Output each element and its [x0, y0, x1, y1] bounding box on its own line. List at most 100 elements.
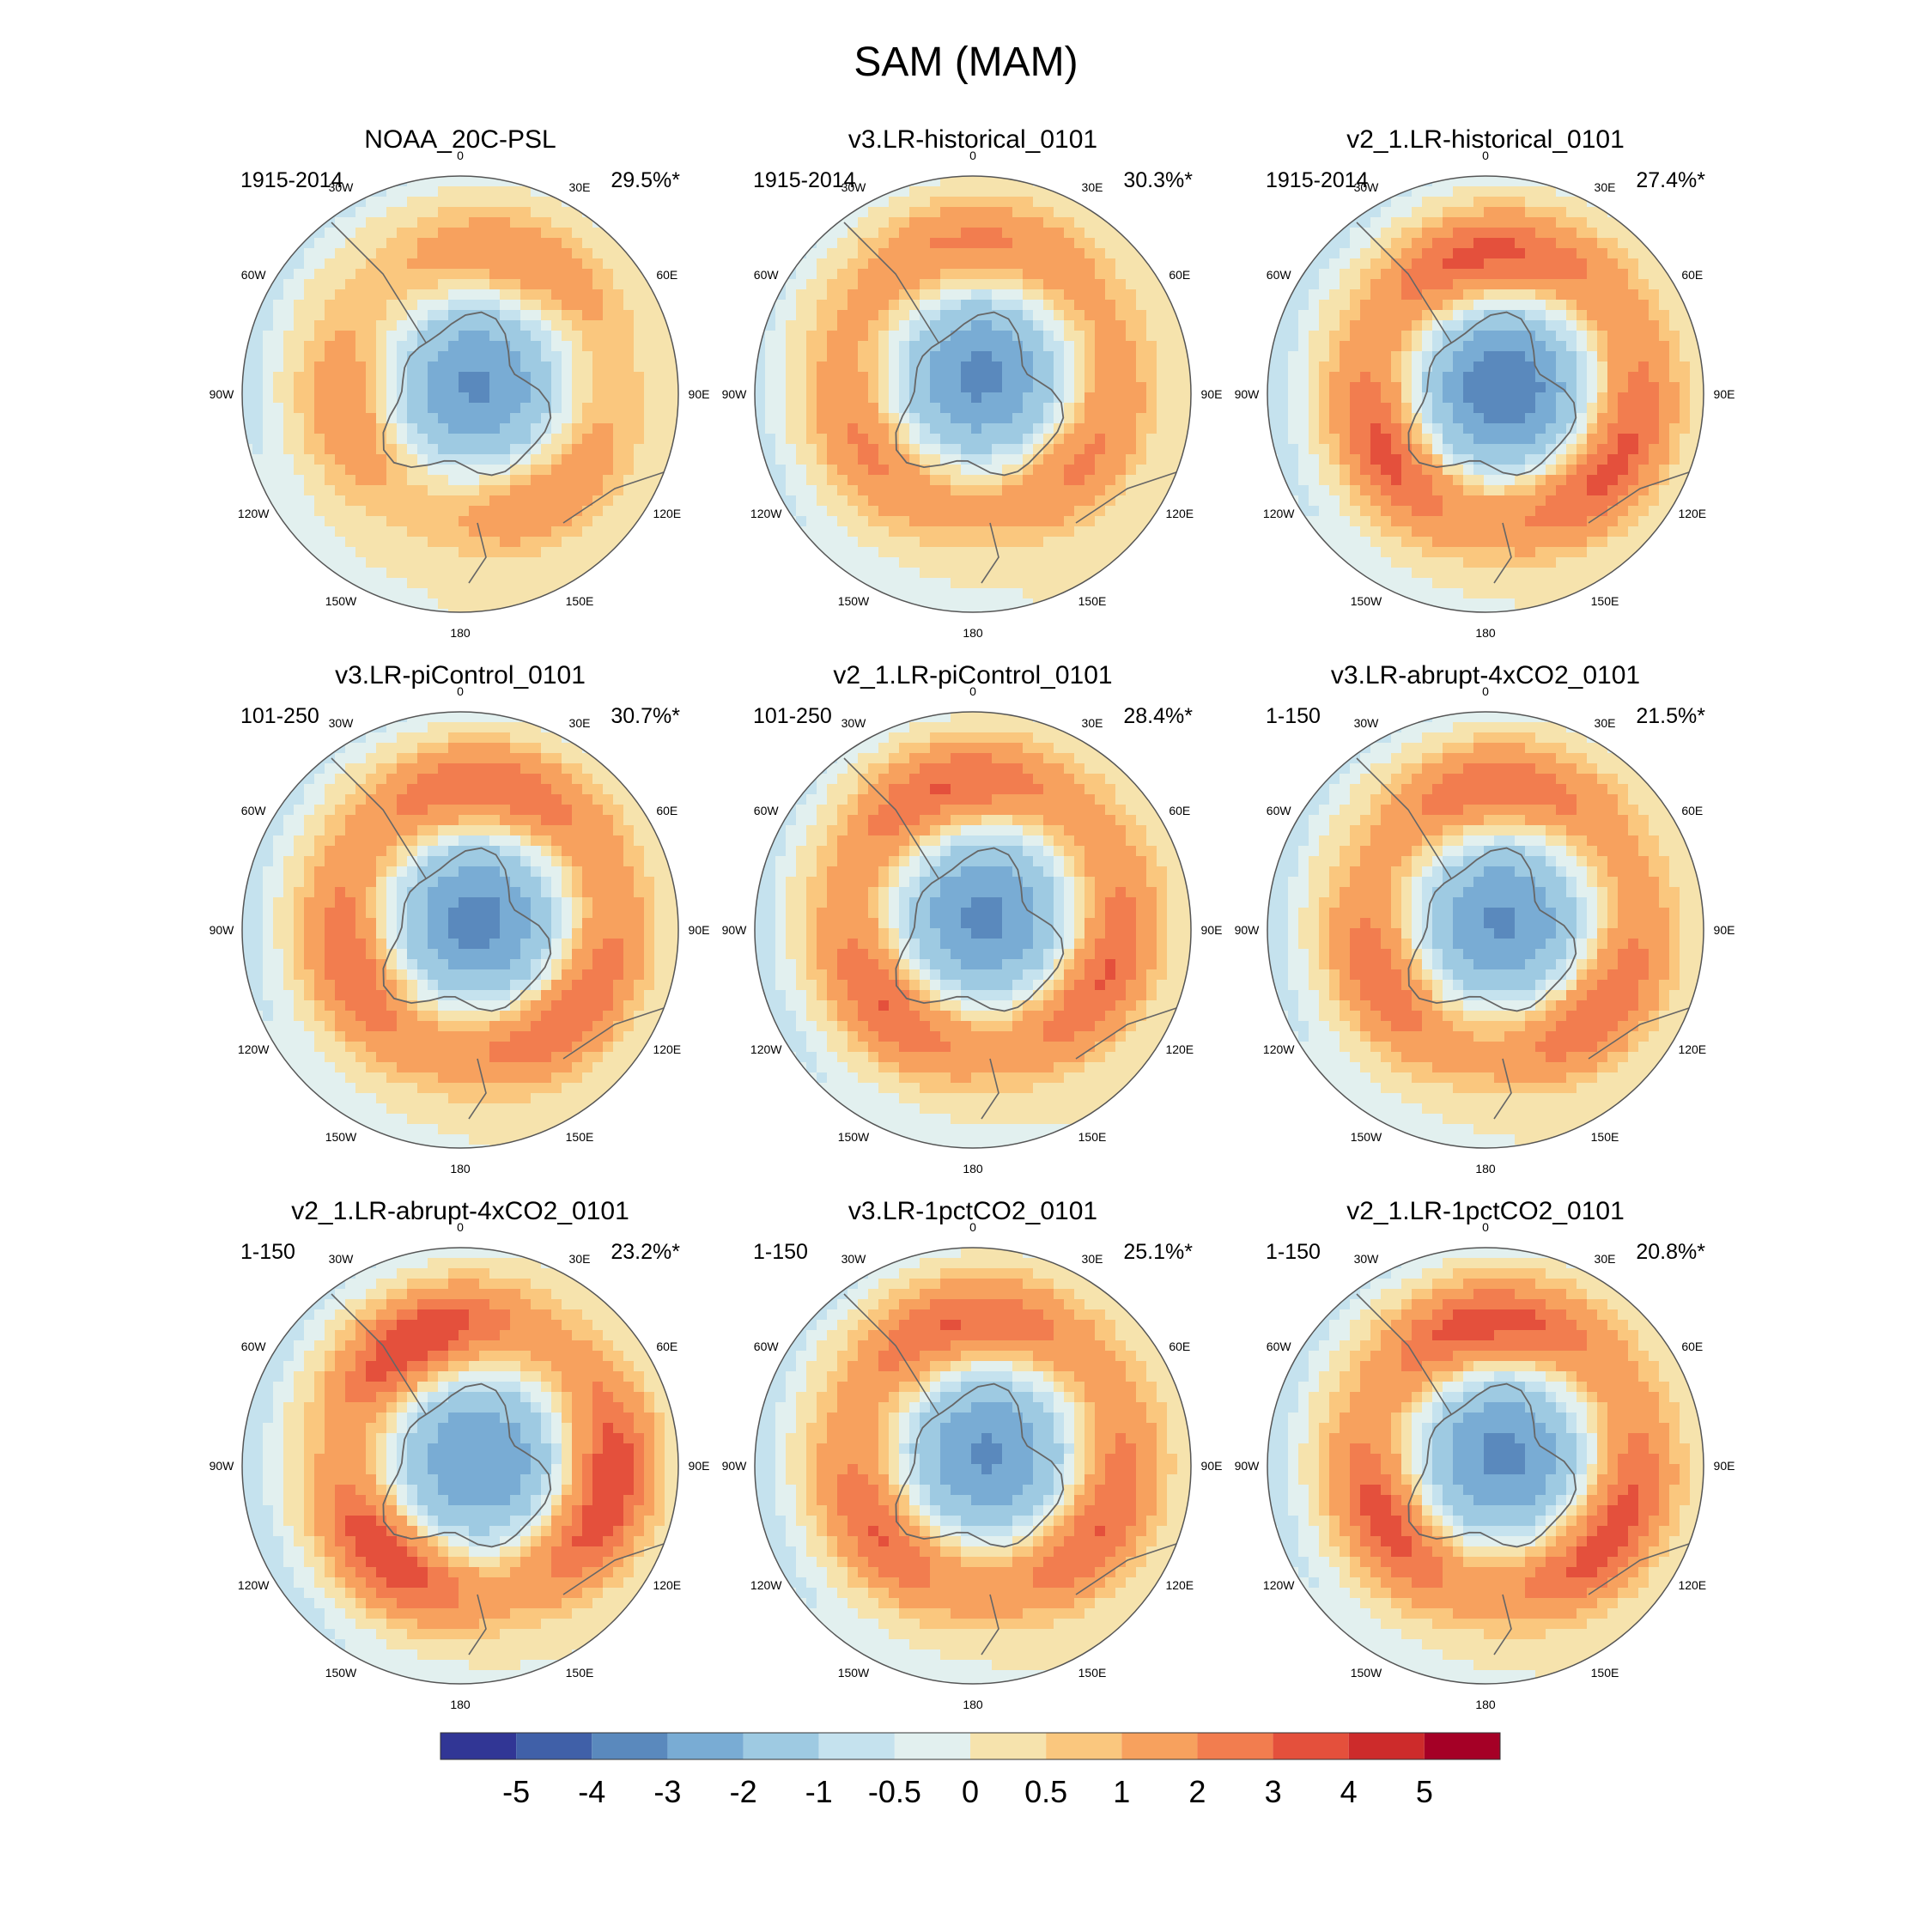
contour-cell	[613, 516, 624, 527]
contour-cell	[448, 743, 459, 754]
contour-cell	[1309, 475, 1320, 486]
contour-cell	[1298, 413, 1309, 424]
contour-cell	[500, 300, 511, 311]
contour-cell	[479, 186, 490, 197]
contour-cell	[1669, 300, 1680, 311]
contour-cell	[448, 186, 459, 197]
contour-cell	[1535, 465, 1546, 476]
contour-cell	[1360, 289, 1371, 301]
contour-cell	[1463, 310, 1474, 321]
contour-cell	[1525, 372, 1536, 383]
contour-cell	[654, 454, 665, 465]
contour-cell	[1095, 279, 1106, 290]
contour-cell	[1556, 537, 1567, 548]
contour-cell	[520, 753, 532, 764]
contour-cell	[1381, 361, 1392, 373]
contour-cell	[376, 763, 387, 775]
contour-cell	[1556, 300, 1567, 311]
contour-cell	[592, 382, 604, 393]
contour-cell	[294, 248, 305, 259]
contour-cell	[252, 331, 264, 342]
contour-cell	[1690, 351, 1701, 362]
contour-cell	[1267, 361, 1279, 373]
contour-cell	[868, 228, 879, 239]
contour-cell	[971, 588, 982, 599]
contour-cell	[1659, 403, 1670, 414]
contour-cell	[951, 310, 962, 321]
contour-cell	[1329, 516, 1340, 527]
contour-cell	[992, 300, 1003, 311]
contour-cell	[500, 526, 511, 538]
contour-cell	[273, 475, 284, 486]
contour-cell	[355, 763, 367, 775]
contour-cell	[407, 248, 418, 259]
contour-cell	[572, 526, 583, 538]
contour-cell	[1267, 372, 1279, 383]
contour-cell	[520, 310, 532, 321]
contour-cell	[1504, 598, 1516, 610]
contour-cell	[1649, 331, 1660, 342]
contour-cell	[1054, 588, 1065, 599]
contour-cell	[1504, 228, 1516, 239]
contour-cell	[263, 331, 274, 342]
contour-cell	[1638, 372, 1649, 383]
contour-cell	[335, 495, 346, 507]
contour-cell	[1064, 526, 1075, 538]
contour-cell	[459, 805, 470, 816]
contour-cell	[1422, 320, 1433, 331]
contour-cell	[592, 331, 604, 342]
contour-cell	[366, 403, 377, 414]
contour-cell	[775, 392, 787, 404]
contour-cell	[1370, 506, 1382, 517]
contour-cell	[1638, 320, 1649, 331]
contour-cell	[1618, 454, 1629, 465]
contour-cell	[920, 526, 931, 538]
contour-cell	[1391, 598, 1402, 610]
contour-cell	[868, 568, 879, 579]
contour-cell	[1618, 568, 1629, 579]
contour-cell	[1064, 320, 1075, 331]
contour-cell	[623, 465, 635, 476]
contour-cell	[1054, 537, 1065, 548]
contour-cell	[1649, 454, 1660, 465]
contour-cell	[644, 269, 655, 280]
contour-cell	[500, 784, 511, 795]
contour-cell	[1556, 361, 1567, 373]
contour-cell	[971, 228, 982, 239]
contour-cell	[1012, 495, 1024, 507]
contour-cell	[263, 351, 274, 362]
contour-cell	[1391, 228, 1402, 239]
contour-cell	[1064, 516, 1075, 527]
contour-cell	[675, 331, 678, 342]
contour-cell	[827, 465, 838, 476]
contour-cell	[1002, 228, 1013, 239]
contour-cell	[397, 537, 408, 548]
contour-cell	[603, 310, 614, 321]
contour-cell	[1515, 361, 1526, 373]
contour-cell	[376, 557, 387, 568]
contour-cell	[1381, 526, 1392, 538]
contour-cell	[909, 258, 920, 270]
contour-cell	[806, 434, 817, 445]
contour-cell	[541, 547, 552, 558]
contour-cell	[1638, 289, 1649, 301]
contour-cell	[868, 547, 879, 558]
contour-cell	[1064, 186, 1075, 197]
contour-cell	[1618, 516, 1629, 527]
contour-cell	[623, 320, 635, 331]
contour-cell	[654, 423, 665, 434]
contour-cell	[1597, 217, 1608, 228]
contour-cell	[397, 279, 408, 290]
contour-cell	[940, 413, 951, 424]
contour-cell	[1340, 454, 1351, 465]
contour-cell	[817, 444, 828, 455]
contour-cell	[562, 465, 573, 476]
contour-cell	[283, 341, 295, 352]
contour-cell	[796, 320, 807, 331]
contour-cell	[1278, 341, 1289, 352]
contour-cell	[582, 413, 593, 424]
contour-cell	[971, 537, 982, 548]
contour-cell	[531, 743, 542, 754]
contour-cell	[1309, 341, 1320, 352]
contour-cell	[1064, 258, 1075, 270]
